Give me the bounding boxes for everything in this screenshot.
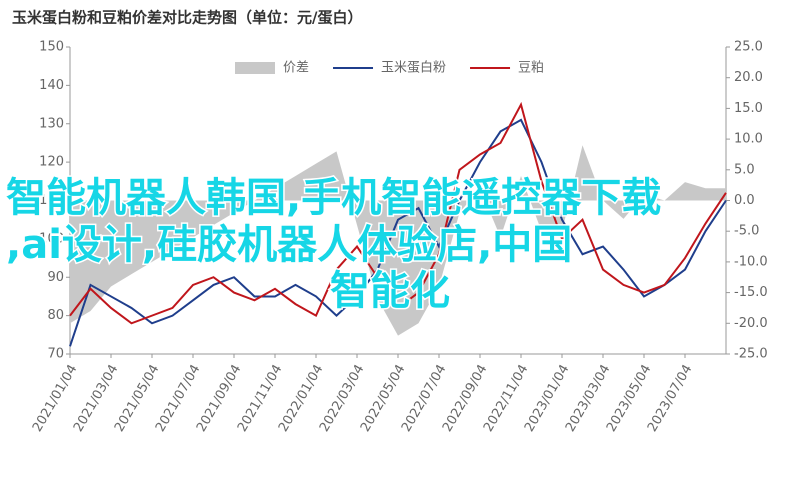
overlay-text: 智能机器人韩国,手机智能遥控器下载 — [6, 175, 661, 221]
y2-tick-label: -20.0 — [734, 316, 768, 331]
y2-tick-label: 25.0 — [734, 40, 763, 55]
chart-title: 玉米蛋白粉和豆粕价差对比走势图（单位：元/蛋白） — [12, 9, 362, 27]
y2-tick-label: 20.0 — [734, 70, 763, 85]
y2-tick-label: 15.0 — [734, 101, 763, 116]
legend-label: 玉米蛋白粉 — [381, 60, 446, 76]
x-tick-label: 2023/07/04 — [645, 362, 695, 434]
legend-label: 豆粕 — [518, 61, 544, 76]
y-tick-label: 140 — [39, 78, 64, 93]
y-tick-label: 70 — [47, 347, 64, 362]
y-tick-label: 120 — [39, 155, 64, 170]
overlay-text: 智能化 — [330, 268, 450, 314]
spread-area — [70, 145, 726, 336]
y2-tick-label: 10.0 — [734, 132, 763, 147]
y-tick-label: 110 — [39, 193, 64, 208]
y2-tick-label: 0.0 — [734, 193, 755, 208]
y2-tick-label: 5.0 — [734, 162, 755, 177]
y2-tick-label: -5.0 — [734, 224, 759, 239]
y-tick-label: 150 — [39, 40, 64, 55]
y-tick-label: 100 — [39, 231, 64, 246]
y-tick-label: 80 — [47, 308, 64, 323]
y-tick-label: 130 — [39, 116, 64, 131]
y2-tick-label: -15.0 — [734, 285, 768, 300]
price-line — [69, 118, 727, 347]
overlay-text: ,ai设计,硅胶机器人体验店,中国 — [6, 222, 572, 268]
legend-swatch — [235, 62, 275, 74]
y-tick-label: 90 — [47, 270, 64, 285]
price-line — [69, 101, 727, 325]
y2-tick-label: -25.0 — [734, 347, 768, 362]
legend-label: 价差 — [283, 61, 309, 76]
y2-tick-label: -10.0 — [734, 254, 768, 269]
